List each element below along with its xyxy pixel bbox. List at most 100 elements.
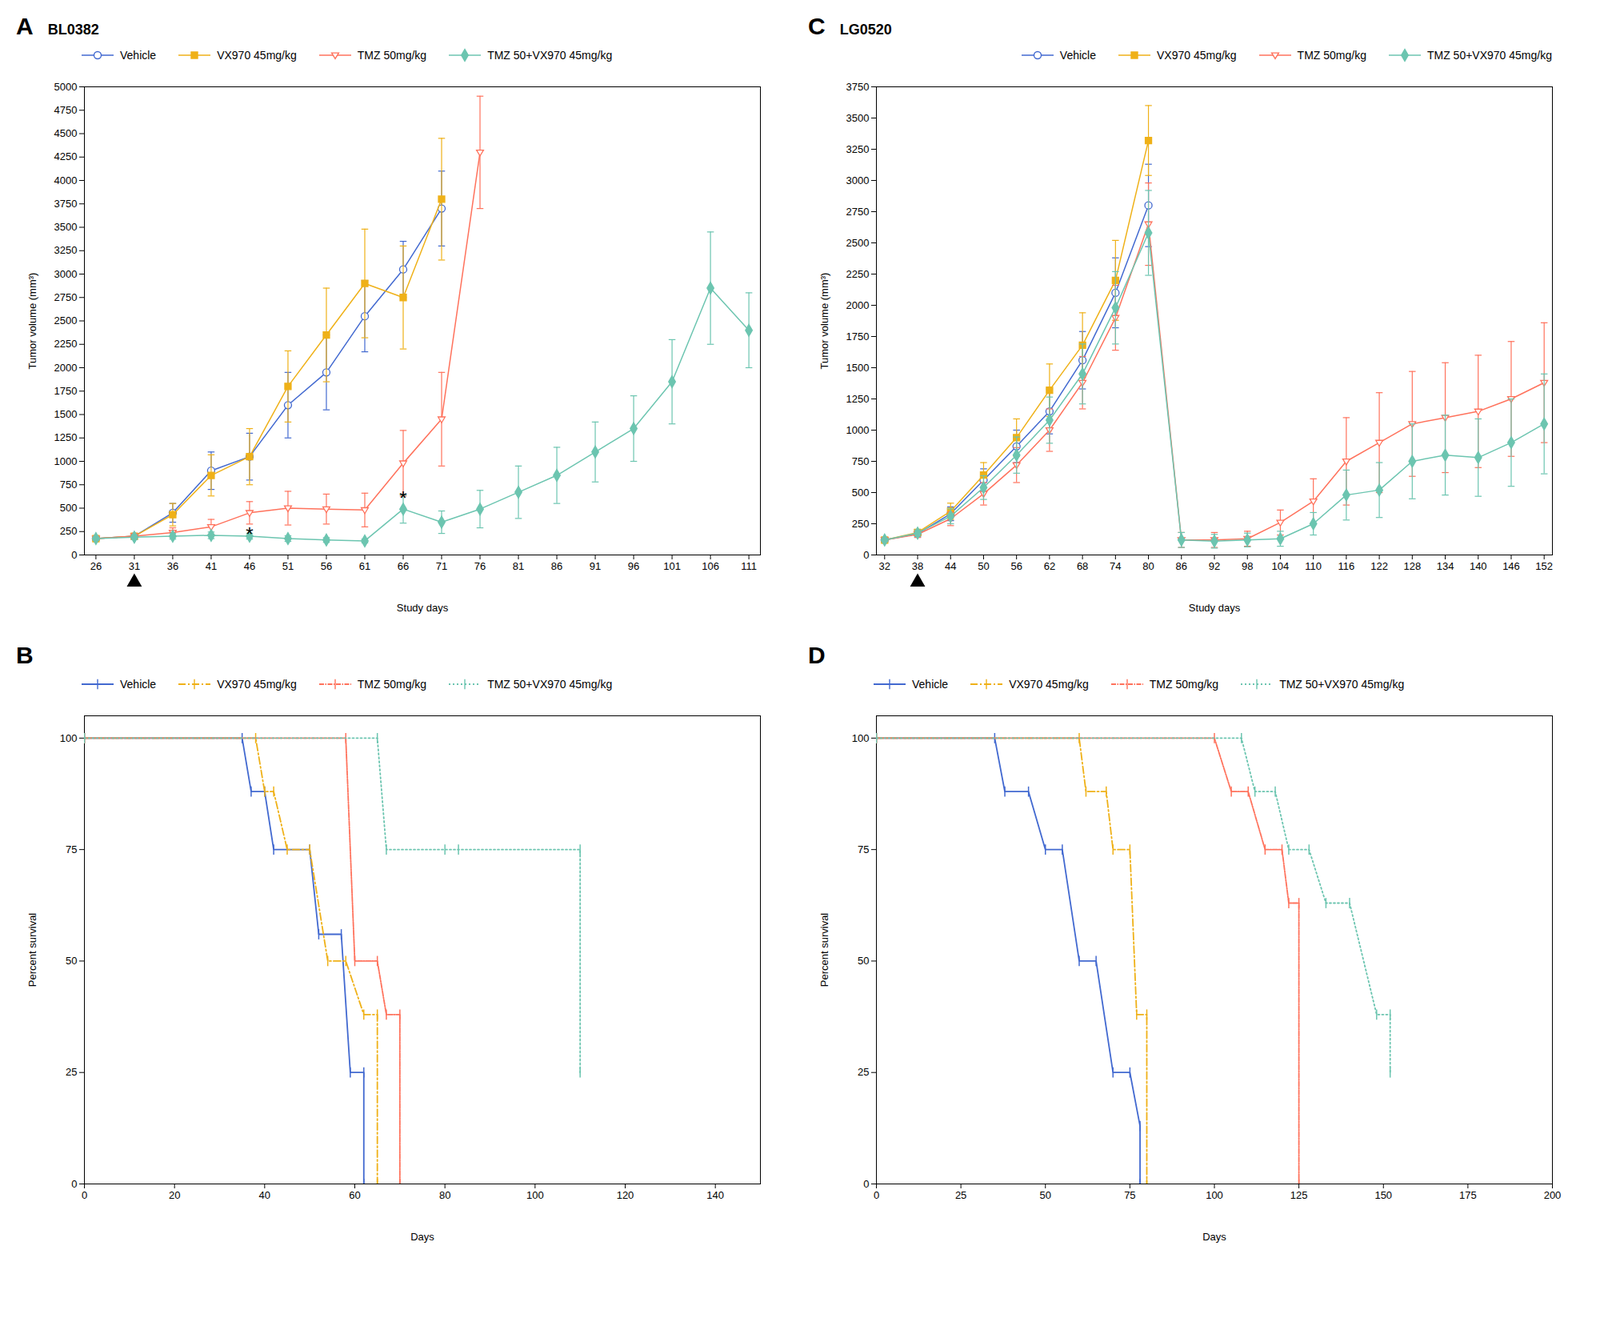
svg-text:110: 110	[1304, 560, 1322, 572]
svg-text:66: 66	[397, 560, 409, 572]
svg-text:140: 140	[1469, 560, 1488, 572]
svg-text:3250: 3250	[54, 244, 78, 256]
svg-text:120: 120	[616, 1188, 635, 1201]
svg-text:100: 100	[526, 1188, 544, 1201]
svg-text:1250: 1250	[54, 431, 78, 444]
svg-text:62: 62	[1044, 560, 1056, 572]
svg-text:75: 75	[65, 843, 77, 856]
svg-text:46: 46	[244, 560, 256, 572]
svg-text:61: 61	[359, 560, 371, 572]
svg-text:3750: 3750	[846, 80, 870, 93]
svg-text:3250: 3250	[846, 143, 870, 156]
svg-text:2750: 2750	[846, 205, 870, 218]
svg-text:750: 750	[852, 455, 870, 468]
svg-text:81: 81	[512, 560, 524, 572]
svg-text:96: 96	[628, 560, 640, 572]
svg-text:2500: 2500	[54, 314, 78, 327]
svg-text:71: 71	[436, 560, 448, 572]
svg-text:1750: 1750	[54, 384, 78, 397]
svg-text:1000: 1000	[846, 424, 870, 436]
svg-text:500: 500	[852, 486, 870, 499]
svg-text:25: 25	[857, 1065, 869, 1078]
svg-text:128: 128	[1403, 560, 1421, 572]
svg-text:25: 25	[65, 1065, 77, 1078]
svg-text:1750: 1750	[846, 330, 870, 343]
svg-text:152: 152	[1535, 560, 1553, 572]
svg-text:2250: 2250	[846, 268, 870, 280]
svg-text:0: 0	[863, 548, 869, 561]
svg-text:101: 101	[663, 560, 681, 572]
svg-text:*: *	[245, 523, 253, 545]
svg-text:3000: 3000	[846, 174, 870, 187]
svg-text:134: 134	[1436, 560, 1455, 572]
svg-text:250: 250	[60, 524, 78, 537]
svg-text:500: 500	[60, 501, 78, 514]
svg-text:91: 91	[589, 560, 601, 572]
svg-text:1000: 1000	[54, 455, 78, 468]
svg-text:0: 0	[71, 1177, 77, 1190]
svg-text:32: 32	[879, 560, 891, 572]
svg-text:36: 36	[167, 560, 179, 572]
svg-text:Percent survival: Percent survival	[26, 912, 39, 988]
svg-text:Percent survival: Percent survival	[818, 912, 831, 988]
svg-text:2250: 2250	[54, 337, 78, 350]
svg-text:1250: 1250	[846, 392, 870, 405]
svg-text:1500: 1500	[846, 361, 870, 374]
svg-text:2500: 2500	[846, 236, 870, 249]
svg-text:92: 92	[1208, 560, 1220, 572]
svg-text:100: 100	[1205, 1188, 1224, 1201]
svg-text:50: 50	[65, 954, 77, 967]
svg-text:25: 25	[955, 1188, 967, 1201]
svg-text:60: 60	[348, 1188, 360, 1201]
svg-text:2750: 2750	[54, 291, 78, 304]
svg-text:100: 100	[852, 732, 870, 744]
svg-text:4750: 4750	[54, 104, 78, 116]
svg-text:122: 122	[1370, 560, 1388, 572]
svg-text:74: 74	[1109, 560, 1121, 572]
svg-text:3500: 3500	[846, 112, 870, 124]
svg-text:111: 111	[740, 560, 757, 572]
svg-text:250: 250	[852, 517, 870, 530]
svg-text:56: 56	[1010, 560, 1022, 572]
svg-text:50: 50	[1040, 1188, 1052, 1201]
svg-text:80: 80	[1142, 560, 1154, 572]
svg-text:146: 146	[1502, 560, 1520, 572]
svg-text:3500: 3500	[54, 220, 78, 233]
svg-text:56: 56	[320, 560, 332, 572]
svg-text:50: 50	[857, 954, 869, 967]
svg-text:44: 44	[944, 560, 956, 572]
svg-text:68: 68	[1076, 560, 1088, 572]
svg-text:51: 51	[282, 560, 294, 572]
svg-text:Tumor volume (mm³): Tumor volume (mm³)	[26, 272, 39, 370]
svg-text:50: 50	[977, 560, 989, 572]
svg-text:26: 26	[90, 560, 102, 572]
svg-text:75: 75	[1124, 1188, 1136, 1201]
svg-text:20: 20	[168, 1188, 180, 1201]
svg-text:75: 75	[857, 843, 869, 856]
svg-text:98: 98	[1241, 560, 1253, 572]
svg-text:Days: Days	[410, 1230, 435, 1243]
svg-text:40: 40	[259, 1188, 271, 1201]
svg-text:80: 80	[439, 1188, 451, 1201]
svg-text:4250: 4250	[54, 150, 78, 163]
svg-text:140: 140	[706, 1188, 724, 1201]
svg-text:100: 100	[60, 732, 78, 744]
svg-text:Study days: Study days	[396, 601, 449, 614]
svg-text:5000: 5000	[54, 80, 78, 93]
svg-text:0: 0	[81, 1188, 88, 1201]
svg-text:3000: 3000	[54, 268, 78, 280]
svg-text:125: 125	[1290, 1188, 1308, 1201]
svg-text:86: 86	[1176, 560, 1188, 572]
svg-text:150: 150	[1374, 1188, 1392, 1201]
svg-text:*: *	[399, 487, 407, 509]
svg-text:116: 116	[1338, 560, 1356, 572]
svg-text:2000: 2000	[54, 361, 78, 374]
svg-text:0: 0	[873, 1188, 880, 1201]
svg-text:0: 0	[863, 1177, 869, 1190]
svg-text:106: 106	[701, 560, 720, 572]
svg-text:0: 0	[71, 548, 77, 561]
svg-text:750: 750	[60, 478, 78, 491]
svg-text:104: 104	[1272, 560, 1290, 572]
svg-text:175: 175	[1459, 1188, 1477, 1201]
svg-text:4000: 4000	[54, 174, 78, 187]
